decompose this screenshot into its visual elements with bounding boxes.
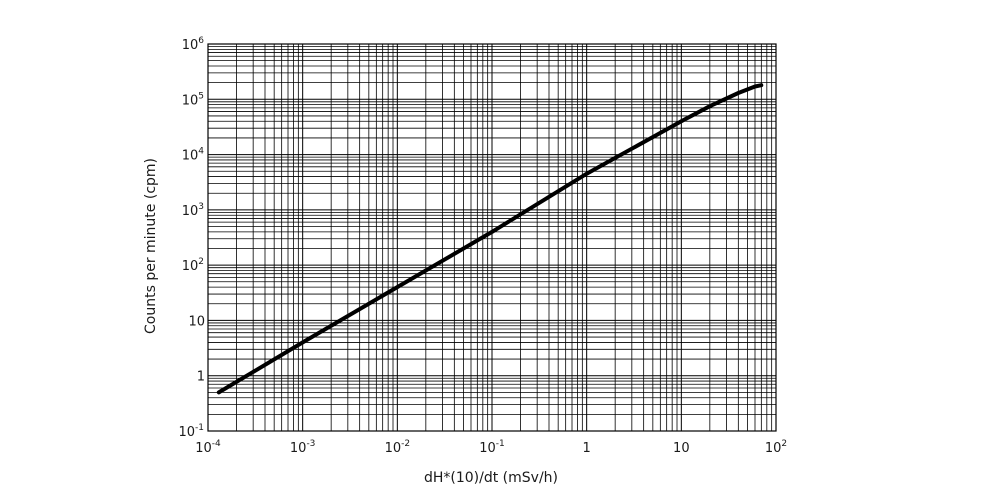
x-tick-label: 10-4 — [195, 439, 221, 456]
grid-layer — [207, 44, 776, 432]
y-tick-label: 1 — [197, 370, 205, 385]
series-layer — [216, 83, 764, 395]
plot-border — [207, 43, 777, 432]
y-axis-tick-labels: 10-1 1 10 102 103 104 105 106 — [178, 36, 205, 440]
x-tick-label: 10-3 — [290, 439, 316, 456]
x-tick-label: 10-2 — [385, 439, 411, 456]
x-axis-tick-labels: 10-4 10-3 10-2 10-1 1 10 102 — [195, 439, 787, 456]
y-tick-label: 102 — [182, 257, 204, 274]
x-axis-title: dH*(10)/dt (mSv/h) — [424, 470, 558, 486]
y-tick-label: 106 — [182, 36, 205, 53]
y-tick-label: 104 — [182, 147, 205, 164]
y-tick-label: 103 — [182, 202, 204, 219]
x-tick-label: 1 — [583, 441, 591, 456]
x-tick-label: 10-1 — [479, 439, 505, 456]
y-tick-label: 10 — [188, 314, 205, 329]
x-tick-label: 10 — [673, 441, 690, 456]
y-tick-label: 10-1 — [178, 423, 204, 440]
plot-frame — [207, 43, 777, 432]
y-axis-title: Counts per minute (cpm) — [143, 158, 159, 334]
y-tick-label: 105 — [182, 91, 204, 108]
x-tick-label: 102 — [765, 439, 787, 456]
response-curve — [216, 83, 764, 395]
